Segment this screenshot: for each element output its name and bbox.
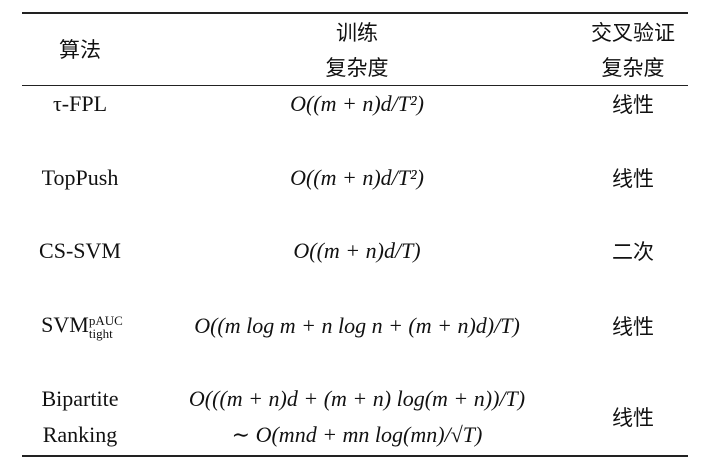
row-training: O((m + n)d/T²) [290,91,424,116]
row-training-line1: O(((m + n)d + (m + n) log(m + n))/T) [188,386,526,411]
algorithm-superscript: pAUC [88,312,123,328]
row-algorithm: SVM pAUC tight [41,312,123,340]
algorithm-subscript: tight [88,325,113,341]
row-algorithm-line2: Ranking [42,422,118,447]
header-rule [22,85,688,86]
row-algorithm: TopPush [41,165,119,190]
header-cv-line2: 复杂度 [601,56,665,80]
row-cv: 线性 [612,167,654,191]
header-training-line2: 复杂度 [325,56,389,80]
row-training: O((m + n)d/T) [293,238,421,263]
row-algorithm-line1: Bipartite [41,386,119,411]
row-algorithm: τ-FPL [52,91,108,116]
header-training-line1: 训练 [336,21,378,45]
algorithm-name: SVM [41,312,89,338]
row-cv: 二次 [612,240,654,264]
row-training: O((m + n)d/T²) [290,165,424,190]
row-cv: 线性 [612,93,654,117]
row-training: O((m log m + n log n + (m + n)d)/T) [194,313,520,338]
row-cv: 线性 [612,406,654,430]
row-training-line2: ∼ O(mnd + mn log(mn)/√T) [231,422,483,447]
row-algorithm: CS-SVM [39,238,121,263]
header-algorithm: 算法 [59,38,101,62]
top-rule [22,12,688,14]
row-cv: 线性 [612,315,654,339]
header-cv-line1: 交叉验证 [591,21,675,45]
bottom-rule [22,455,688,457]
